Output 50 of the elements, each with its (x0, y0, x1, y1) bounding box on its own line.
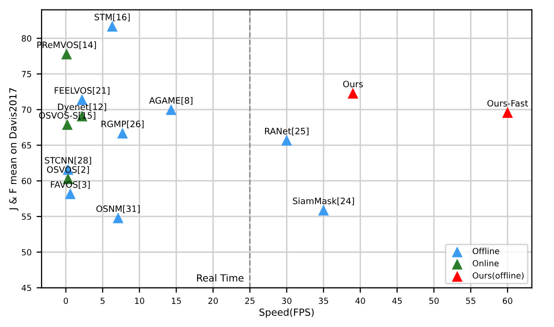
point (166, 104, 176, 115)
point (64, 188, 76, 200)
point (281, 134, 292, 146)
point (502, 107, 513, 118)
annotation: Dyenet[12] (58, 103, 106, 112)
y-tick-label: 45 (22, 284, 32, 292)
y-tick-label: 50 (22, 249, 32, 256)
y-axis-title: J & F mean on Davis2017 (9, 88, 18, 211)
y-tick-label: 80 (22, 35, 32, 42)
x-tick-label: 5 (100, 298, 105, 304)
point (348, 88, 358, 99)
x-tick-label: 0 (64, 298, 68, 304)
y-tick-label: 55 (22, 214, 32, 220)
annotation: OSNM[31] (96, 205, 140, 214)
annotation: SiamMask[24] (292, 197, 354, 206)
annotation: AGAME[8] (149, 96, 192, 105)
x-tick-label: 50 (429, 298, 439, 304)
x-tick-label: 60 (502, 298, 512, 304)
legend-label: Offline (472, 248, 500, 254)
point (61, 48, 72, 60)
y-tick-label: 65 (22, 142, 32, 149)
annotation: Ours (343, 80, 363, 88)
point (106, 20, 118, 32)
point (318, 204, 329, 216)
x-tick-label: 55 (466, 298, 476, 304)
x-tick-label: 10 (135, 298, 144, 304)
x-tick-label: 30 (282, 298, 292, 304)
y-tick-label: 60 (22, 178, 32, 184)
annotation: RANet[25] (265, 128, 308, 136)
x-tick-label: 35 (318, 298, 328, 304)
x-tick-label: 20 (208, 298, 218, 304)
ref-line-label: Real Time (197, 274, 244, 282)
point (112, 212, 124, 224)
legend-label: Online (472, 260, 499, 266)
y-tick-label: 75 (22, 71, 32, 78)
point (62, 119, 73, 130)
x-axis-title: Speed(FPS) (259, 308, 314, 318)
annotation: STM[16] (94, 14, 130, 22)
legend-label: Ours(offline) (472, 272, 524, 280)
annotation: FAVOS[3] (50, 181, 90, 189)
x-tick-label: 25 (245, 298, 254, 304)
point (117, 128, 128, 138)
x-tick-label: 45 (392, 298, 402, 304)
y-tick-label: 70 (22, 106, 32, 113)
x-tick-label: 15 (172, 298, 181, 304)
x-tick-label: 40 (355, 298, 366, 304)
annotation: RGMP[26] (102, 120, 144, 128)
annotation: STCNN[28] (44, 156, 92, 165)
annotation: FEELVOS[21] (54, 86, 110, 95)
annotation: Ours-Fast (487, 100, 528, 107)
